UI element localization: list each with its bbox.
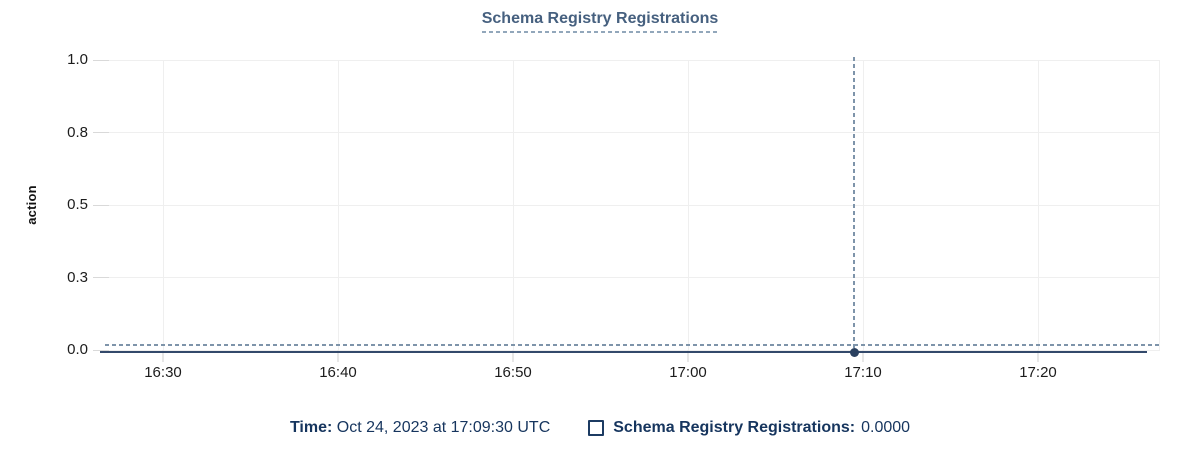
h-gridline: [95, 349, 1160, 351]
x-tick-label: 16:30: [144, 364, 182, 381]
v-gridline: [337, 60, 339, 350]
h-gridline: [95, 204, 1160, 206]
v-gridline: [687, 60, 689, 350]
x-axis-tick: [862, 350, 864, 362]
h-gridline: [95, 277, 1160, 278]
v-gridline-edge: [1159, 60, 1160, 350]
x-axis-tick: [687, 350, 689, 362]
x-tick-label: 17:00: [669, 364, 707, 381]
chart-title-row: Schema Registry Registrations: [0, 10, 1200, 33]
x-axis-tick: [337, 350, 339, 362]
y-tick-label: 0.0: [67, 341, 88, 358]
v-gridline: [1037, 60, 1039, 350]
x-axis-tick: [1037, 350, 1039, 362]
y-axis-tick: [93, 277, 109, 278]
y-tick-label: 0.8: [67, 123, 88, 141]
y-tick-label: 0.3: [67, 268, 88, 286]
legend-series-value: 0.0000: [861, 419, 911, 436]
x-axis-tick: [162, 350, 164, 362]
v-gridline: [862, 60, 864, 350]
highlighted-point-marker: [850, 348, 860, 357]
legend-series-label: Schema Registry Registrations:: [613, 419, 856, 436]
x-tick-label: 17:10: [844, 364, 882, 381]
plot-area[interactable]: 1.0 0.8 0.5 0.3 0.0 16:30 16:40 16:50 17:00 17:10…: [0, 0, 1200, 420]
x-tick-label: 16:40: [319, 364, 357, 381]
chart-title[interactable]: Schema Registry Registrations: [481, 10, 719, 33]
hover-tooltip-legend: Time: Oct 24, 2023 at 17:09:30 UTC Schem…: [0, 419, 1200, 437]
v-gridline: [162, 60, 164, 350]
crosshair-horizontal-line: [105, 344, 1160, 346]
y-axis-tick: [93, 132, 109, 133]
x-axis-tick: [512, 350, 514, 362]
series-line: [100, 351, 1147, 353]
x-tick-label: 17:20: [1019, 364, 1057, 381]
tooltip-time-value: Oct 24, 2023 at 17:09:30 UTC: [336, 419, 551, 436]
crosshair-vertical-line: [853, 57, 856, 350]
v-gridline: [512, 60, 514, 350]
y-axis-tick: [93, 204, 109, 206]
y-axis-tick: [93, 349, 109, 351]
x-tick-label: 16:50: [494, 364, 532, 381]
h-gridline: [95, 59, 1160, 61]
h-gridline: [95, 132, 1160, 133]
y-tick-label: 0.5: [67, 196, 88, 213]
y-tick-label: 1.0: [67, 51, 88, 68]
series-toggle-checkbox[interactable]: [588, 420, 605, 436]
tooltip-time-label: Time:: [289, 419, 333, 436]
y-axis-tick: [93, 59, 109, 61]
